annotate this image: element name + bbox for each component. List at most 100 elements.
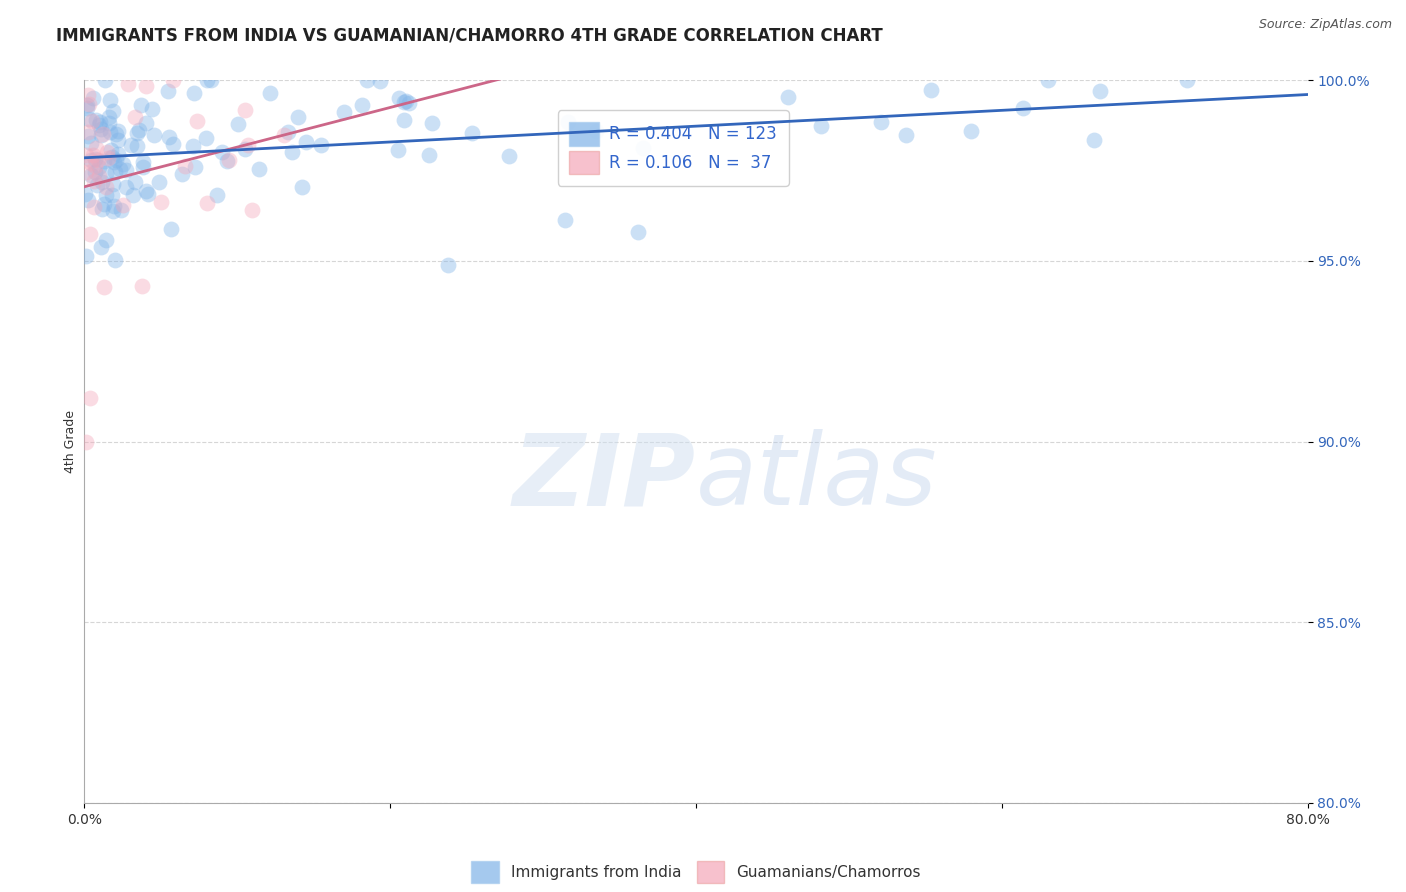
Point: [356, 73, 378, 87]
Point: [135, 78, 157, 93]
Point: [79, 227, 101, 241]
Point: [368, 73, 391, 87]
Point: [148, 175, 170, 189]
Point: [195, 73, 218, 87]
Point: [156, 84, 179, 98]
Point: [959, 124, 981, 138]
Point: [75, 434, 97, 449]
Point: [96, 180, 118, 194]
Point: [461, 126, 484, 140]
Point: [136, 186, 159, 201]
Point: [920, 83, 942, 97]
Point: [207, 188, 229, 202]
Point: [103, 155, 125, 169]
Text: atlas: atlas: [696, 429, 938, 526]
Point: [97, 110, 120, 124]
Point: [869, 114, 891, 128]
Point: [235, 142, 257, 156]
Point: [110, 203, 132, 218]
Text: ZIP: ZIP: [513, 429, 696, 526]
Point: [77, 128, 100, 143]
Point: [80, 153, 103, 168]
Point: [170, 167, 193, 181]
Point: [103, 177, 125, 191]
Point: [80, 156, 103, 170]
Point: [352, 98, 374, 112]
Point: [90, 240, 112, 254]
Point: [129, 97, 152, 112]
Point: [125, 126, 148, 140]
Point: [398, 95, 420, 110]
Point: [105, 153, 128, 167]
Point: [174, 159, 197, 173]
Point: [108, 161, 131, 176]
Point: [75, 249, 97, 263]
Point: [94, 73, 117, 87]
Point: [309, 138, 332, 153]
Point: [420, 115, 443, 129]
Point: [249, 162, 271, 177]
Point: [97, 115, 120, 129]
Point: [80, 113, 103, 128]
Point: [240, 202, 263, 217]
Point: [107, 146, 129, 161]
Point: [211, 145, 233, 159]
Point: [810, 119, 832, 133]
Point: [238, 138, 260, 153]
Point: [149, 195, 172, 210]
Point: [1083, 133, 1105, 147]
Point: [100, 143, 122, 157]
Point: [259, 87, 281, 101]
Point: [218, 153, 240, 168]
Point: [83, 152, 105, 166]
Point: [120, 138, 142, 153]
Point: [115, 180, 138, 194]
Point: [333, 104, 356, 119]
Point: [162, 137, 184, 152]
Text: IMMIGRANTS FROM INDIA VS GUAMANIAN/CHAMORRO 4TH GRADE CORRELATION CHART: IMMIGRANTS FROM INDIA VS GUAMANIAN/CHAMO…: [56, 27, 883, 45]
Point: [631, 141, 654, 155]
Point: [557, 115, 579, 129]
Point: [80, 169, 103, 183]
Point: [1088, 84, 1111, 98]
Point: [114, 163, 136, 178]
Point: [627, 225, 650, 239]
Point: [132, 160, 155, 174]
Point: [82, 147, 104, 161]
Point: [273, 128, 295, 143]
Point: [394, 95, 416, 109]
Point: [105, 127, 128, 141]
Text: Source: ZipAtlas.com: Source: ZipAtlas.com: [1258, 18, 1392, 31]
Point: [200, 73, 222, 87]
Point: [554, 212, 576, 227]
Point: [388, 90, 411, 104]
Point: [131, 279, 153, 293]
Point: [183, 161, 205, 175]
Point: [76, 101, 98, 115]
Point: [181, 139, 204, 153]
Point: [87, 119, 110, 133]
Point: [75, 165, 97, 179]
Point: [73, 187, 96, 202]
Point: [291, 179, 314, 194]
Point: [387, 143, 409, 157]
Point: [94, 166, 117, 180]
Point: [157, 129, 180, 144]
Point: [277, 125, 299, 139]
Point: [280, 145, 302, 159]
Point: [125, 139, 148, 153]
Point: [394, 94, 416, 108]
Point: [93, 154, 115, 169]
Point: [186, 114, 208, 128]
Point: [776, 89, 799, 103]
Point: [162, 73, 184, 87]
Point: [135, 184, 157, 198]
Point: [101, 104, 124, 119]
Point: [93, 127, 115, 141]
Point: [90, 128, 112, 143]
Point: [194, 130, 217, 145]
Point: [112, 157, 135, 171]
Point: [295, 135, 318, 149]
Point: [96, 233, 118, 247]
Point: [86, 178, 108, 192]
